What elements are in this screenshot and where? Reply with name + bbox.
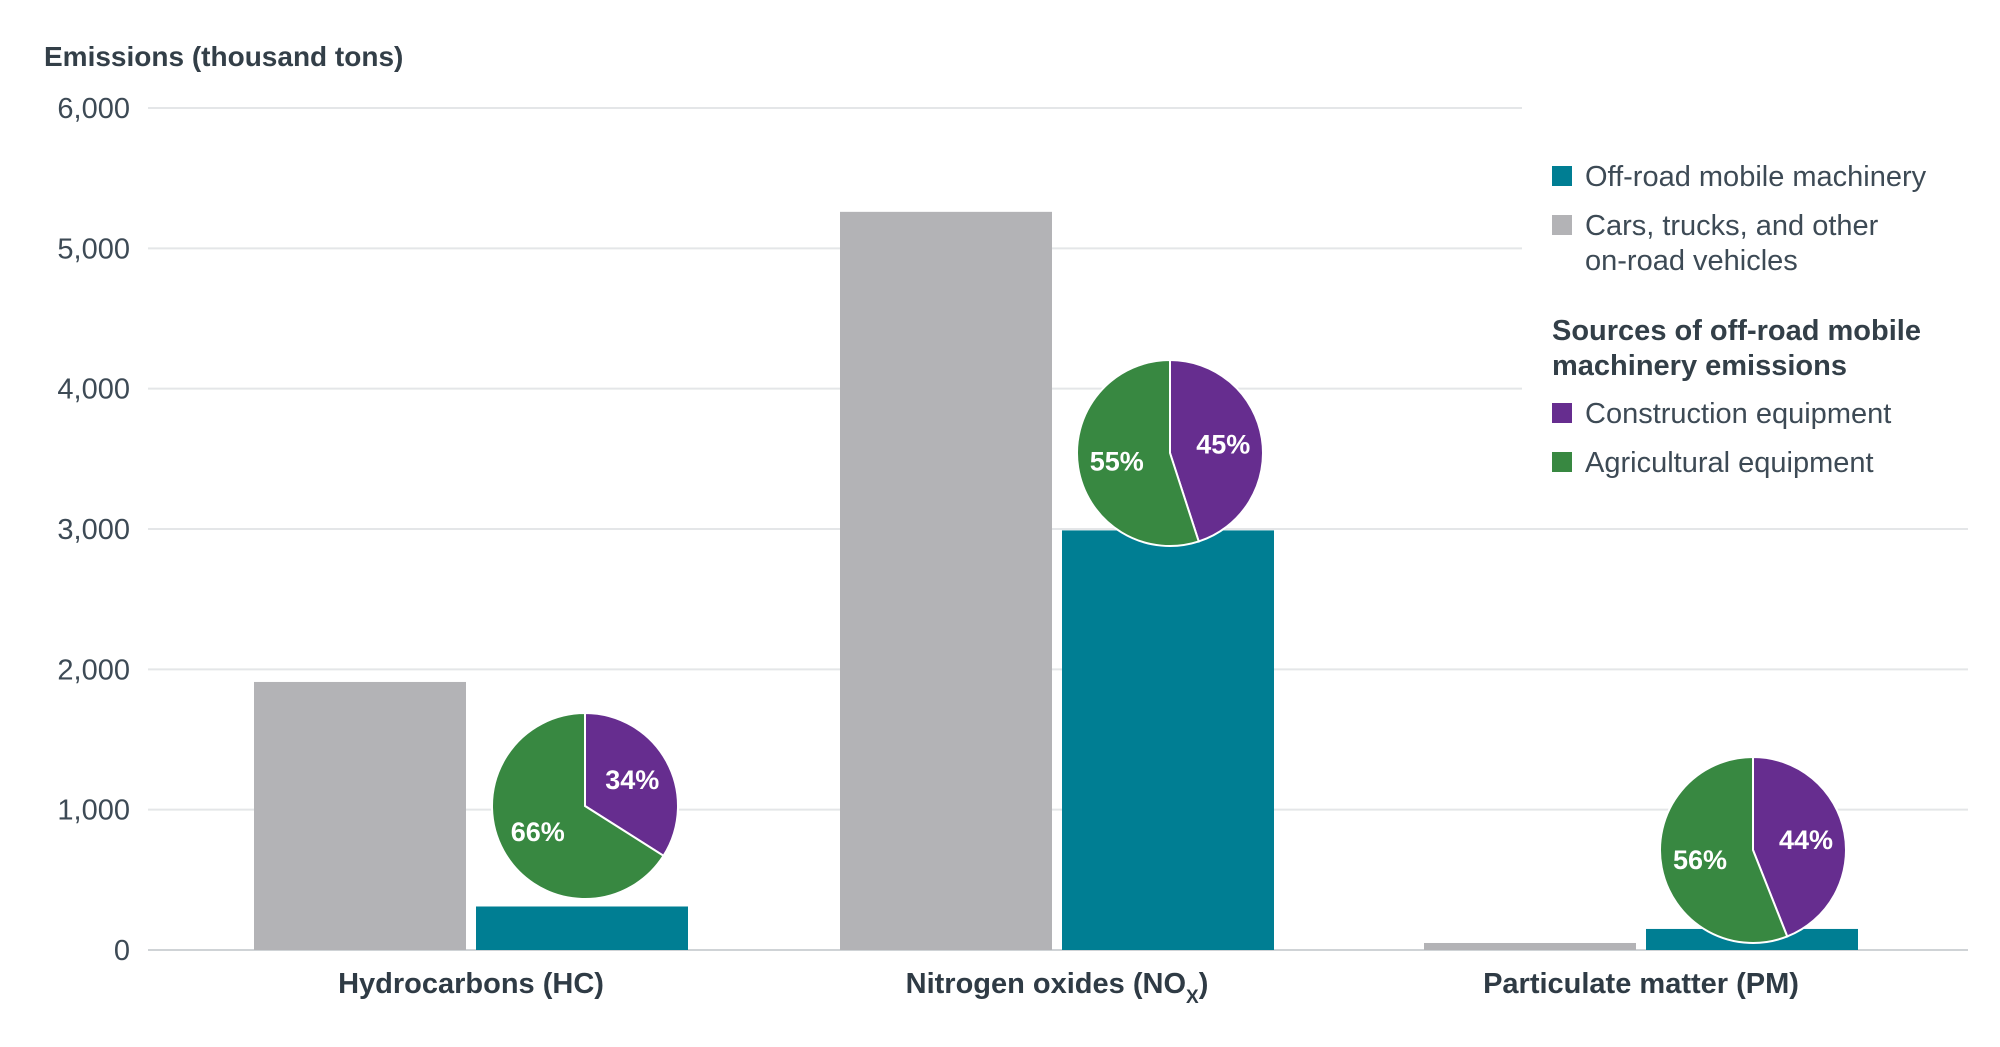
legend-swatch	[1552, 452, 1572, 472]
legend-label: Construction equipment	[1585, 398, 1891, 430]
bar-on-road	[254, 681, 466, 950]
legend-item: Off-road mobile machinery	[1552, 161, 1927, 193]
pie-slice-label: 55%	[1090, 446, 1144, 476]
pie-slice-agricultural	[491, 711, 665, 900]
y-tick-label: 5,000	[57, 233, 130, 265]
pie-slice-construction	[1169, 358, 1264, 543]
legend-swatch	[1552, 403, 1572, 423]
legend-swatch	[1552, 215, 1572, 235]
bar-on-road	[840, 211, 1052, 950]
pie-slice-agricultural	[1076, 358, 1201, 547]
category-labels: Hydrocarbons (HC) Nitrogen oxides (NOX) Pa…	[338, 968, 1799, 1008]
legend-item: Construction equipment	[1552, 398, 1891, 430]
pie-chart: 44% 56%	[1659, 755, 1847, 944]
pie-slice-label: 34%	[605, 765, 659, 795]
category-label: Hydrocarbons (HC)	[338, 968, 604, 1000]
pie-charts: 34% 66% 45% 55% 44% 56%	[491, 358, 1847, 944]
pie-slice-construction	[1752, 755, 1847, 938]
y-tick-label: 0	[114, 935, 130, 967]
legend-label: Agricultural equipment	[1585, 447, 1874, 479]
legend-label: on-road vehicles	[1585, 245, 1798, 277]
bar-off-road	[1062, 530, 1274, 950]
y-tick-label: 4,000	[57, 374, 130, 406]
y-tick-label: 6,000	[57, 93, 130, 125]
pie-slice-label: 56%	[1673, 845, 1727, 875]
legend-heading: machinery emissions	[1552, 350, 1847, 382]
y-tick-labels: 0 1,000 2,000 3,000 4,000 5,000 6,000	[57, 93, 130, 967]
y-tick-label: 3,000	[57, 514, 130, 546]
bar-off-road	[476, 906, 688, 950]
category-label: Nitrogen oxides (NOX)	[906, 968, 1209, 1008]
pie-slice-agricultural	[1659, 755, 1789, 944]
legend: Off-road mobile machinery Cars, trucks, a…	[1552, 161, 1927, 479]
pie-chart: 34% 66%	[491, 711, 679, 900]
pie-slice-label: 66%	[511, 817, 565, 847]
legend-heading: Sources of off-road mobile	[1552, 315, 1921, 347]
bars	[254, 211, 1858, 950]
category-label: Particulate matter (PM)	[1483, 968, 1799, 1000]
legend-swatch	[1552, 166, 1572, 186]
legend-label: Off-road mobile machinery	[1585, 161, 1927, 193]
legend-item: Agricultural equipment	[1552, 447, 1874, 479]
bar-on-road	[1424, 942, 1636, 950]
pie-slice-label: 44%	[1779, 825, 1833, 855]
y-axis-label: Emissions (thousand tons)	[44, 41, 403, 72]
pie-chart: 45% 55%	[1076, 358, 1264, 547]
pie-slice-label: 45%	[1196, 430, 1250, 460]
y-tick-label: 2,000	[57, 654, 130, 686]
legend-label: Cars, trucks, and other	[1585, 210, 1879, 242]
y-tick-label: 1,000	[57, 795, 130, 827]
